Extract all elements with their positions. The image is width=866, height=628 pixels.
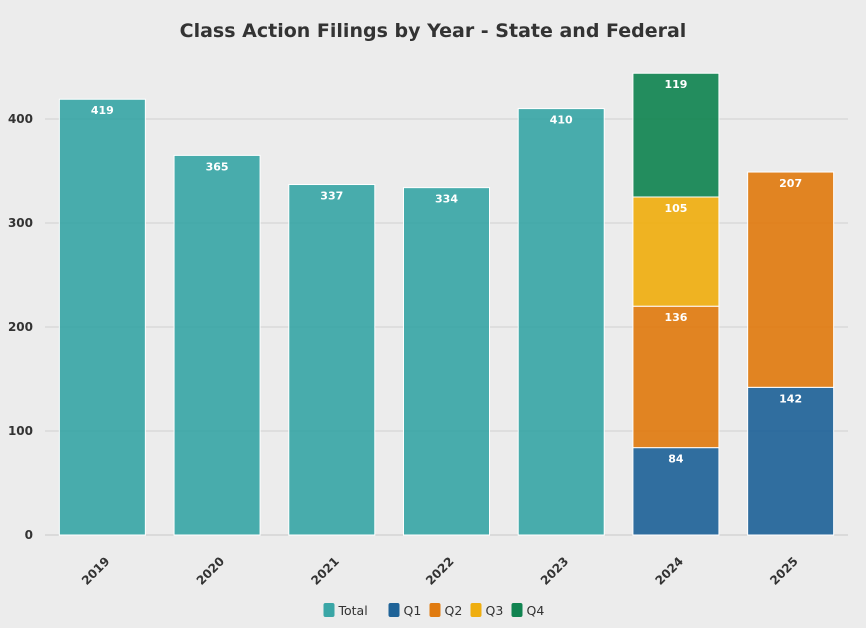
bar-value-label: 365	[206, 160, 229, 173]
legend-item-q4[interactable]: Q4	[511, 603, 545, 618]
bar-q1-2025[interactable]	[747, 386, 835, 536]
x-tick-label: 2021	[308, 554, 342, 588]
bar-value-label: 84	[668, 453, 684, 466]
bar-total-2020[interactable]	[173, 154, 261, 536]
legend-item-q1[interactable]: Q1	[388, 603, 422, 618]
bar-total-2023[interactable]	[517, 108, 605, 536]
bar-value-label: 136	[664, 311, 687, 324]
bar-value-label: 207	[779, 177, 802, 190]
chart-title: Class Action Filings by Year - State and…	[180, 20, 687, 42]
x-tick-label: 2023	[538, 554, 572, 588]
bar-value-label: 119	[664, 78, 687, 91]
x-tick-label: 2019	[79, 554, 113, 588]
legend-item-q2[interactable]: Q2	[429, 603, 463, 618]
bar-q4-2024[interactable]	[632, 72, 720, 198]
legend-label: Q2	[445, 603, 463, 618]
y-tick-label: 0	[25, 528, 33, 542]
bar-q2-2025[interactable]	[747, 171, 835, 388]
bar-value-label: 142	[779, 392, 802, 405]
bar-value-label: 105	[664, 202, 687, 215]
y-tick-label: 200	[8, 320, 33, 334]
bar-total-2019[interactable]	[58, 98, 146, 536]
x-tick-label: 2022	[423, 554, 457, 588]
y-axis-ticks: 0 100 200 300 400	[8, 112, 33, 542]
bar-value-label: 419	[91, 104, 114, 117]
legend: Total Q1 Q2 Q3 Q4	[323, 603, 545, 618]
legend-label: Q4	[527, 603, 545, 618]
y-tick-label: 300	[8, 216, 33, 230]
bar-total-2022[interactable]	[403, 187, 490, 536]
legend-label: Q3	[486, 603, 504, 618]
y-tick-label: 100	[8, 424, 33, 438]
legend-swatch	[470, 603, 482, 617]
legend-label: Q1	[404, 603, 422, 618]
x-axis-ticks: 2019 2020 2021 2022 2023 2024 2025	[79, 554, 801, 588]
bar-q3-2024[interactable]	[632, 196, 720, 307]
bar-value-label: 410	[550, 114, 573, 127]
legend-swatch	[429, 603, 441, 617]
x-tick-label: 2025	[767, 554, 801, 588]
legend-swatch	[323, 603, 335, 617]
bar-q2-2024[interactable]	[632, 305, 720, 449]
bar-data-labels: 419 365 337 334 410 84 136 105 119 142 207	[91, 78, 802, 465]
x-tick-label: 2024	[653, 554, 687, 588]
legend-item-q3[interactable]: Q3	[470, 603, 504, 618]
bar-q1-2024[interactable]	[632, 447, 720, 536]
legend-swatch	[388, 603, 400, 617]
bar-value-label: 337	[320, 190, 343, 203]
x-tick-label: 2020	[194, 554, 228, 588]
bar-total-2021[interactable]	[288, 184, 376, 536]
legend-swatch	[511, 603, 523, 617]
bars	[58, 72, 835, 536]
y-tick-label: 400	[8, 112, 33, 126]
legend-label: Total	[338, 603, 368, 618]
legend-item-total[interactable]: Total	[323, 603, 368, 618]
bar-value-label: 334	[435, 193, 458, 206]
